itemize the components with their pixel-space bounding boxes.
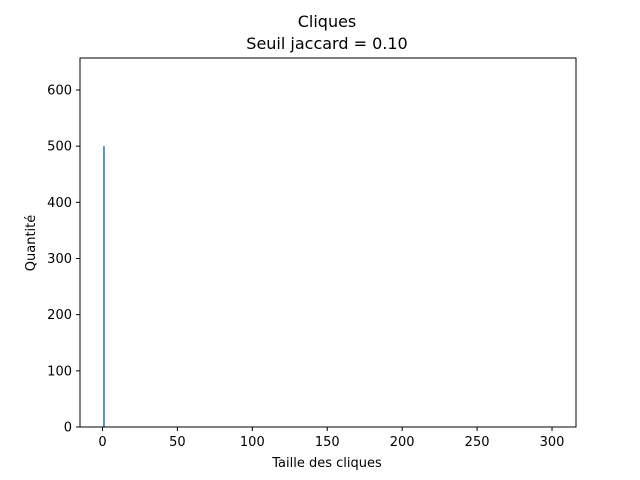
x-tick-label: 200 — [390, 435, 415, 450]
chart-subtitle: Seuil jaccard = 0.10 — [246, 34, 407, 53]
x-axis: 0 50 100 150 200 250 300 — [98, 427, 564, 450]
plot-frame — [79, 57, 577, 428]
x-tick-label: 300 — [540, 435, 565, 450]
bar-0 — [103, 146, 105, 427]
y-tick-label: 500 — [47, 140, 72, 155]
x-tick-label: 0 — [98, 435, 106, 450]
y-tick-label: 400 — [47, 196, 72, 211]
y-tick-label: 200 — [47, 308, 72, 323]
y-axis: 0 100 200 300 400 500 600 — [47, 84, 80, 436]
x-tick-label: 250 — [465, 435, 490, 450]
x-axis-label: Taille des cliques — [271, 456, 382, 471]
y-tick-label: 300 — [47, 252, 72, 267]
y-tick-label: 0 — [64, 421, 72, 436]
y-tick-label: 600 — [47, 84, 72, 99]
y-tick-label: 100 — [47, 364, 72, 379]
chart-title: Cliques — [298, 12, 357, 31]
y-axis-label: Quantité — [24, 215, 39, 271]
bars-layer — [103, 146, 105, 427]
x-tick-label: 150 — [315, 435, 340, 450]
x-tick-label: 50 — [169, 435, 186, 450]
x-tick-label: 100 — [240, 435, 265, 450]
